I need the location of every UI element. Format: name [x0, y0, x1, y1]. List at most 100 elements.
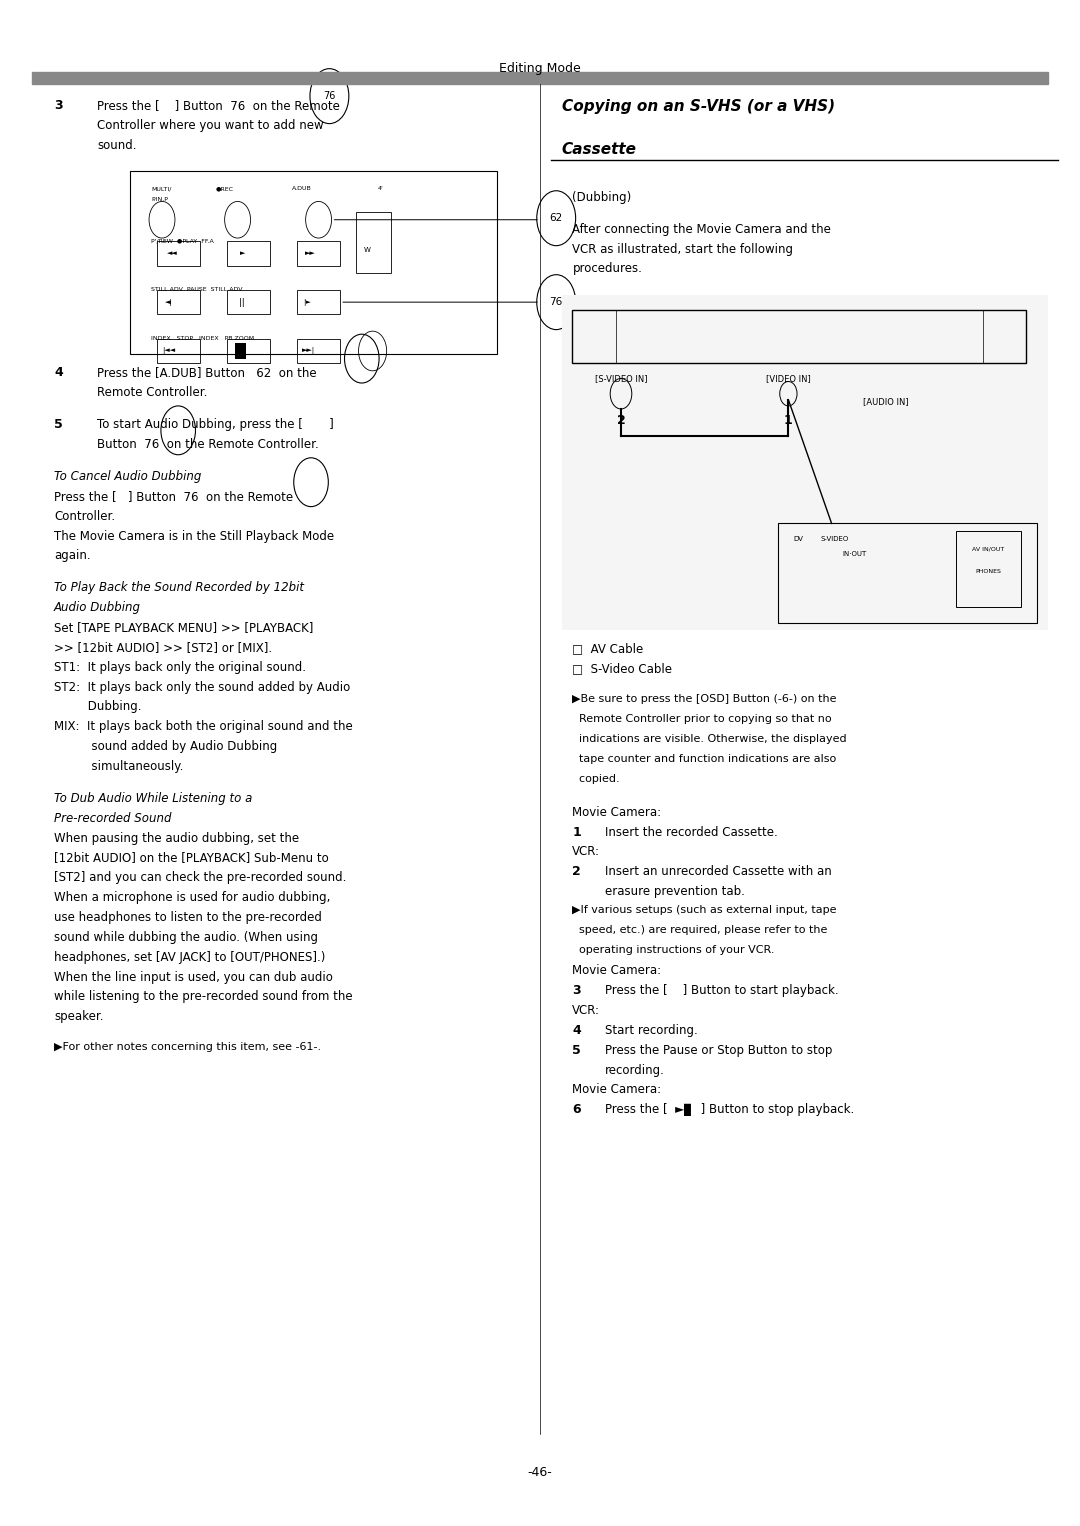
Text: STILL ADV  PAUSE  STILL ADV: STILL ADV PAUSE STILL ADV — [151, 287, 243, 291]
Text: ||: || — [239, 298, 244, 307]
Text: The Movie Camera is in the Still Playback Mode: The Movie Camera is in the Still Playbac… — [54, 530, 334, 543]
Text: Movie Camera:: Movie Camera: — [572, 806, 662, 819]
Text: again.: again. — [54, 549, 91, 563]
Text: speaker.: speaker. — [54, 1010, 104, 1024]
Text: VCR:: VCR: — [572, 1004, 600, 1018]
Text: Cassette: Cassette — [562, 142, 636, 157]
Text: MIX:  It plays back both the original sound and the: MIX: It plays back both the original sou… — [54, 720, 353, 734]
Text: INDEX   STOP   INDEX   PB ZOOM: INDEX STOP INDEX PB ZOOM — [151, 336, 254, 340]
Text: operating instructions of your VCR.: operating instructions of your VCR. — [572, 945, 775, 955]
Bar — [157, 241, 200, 266]
Text: VCR as illustrated, start the following: VCR as illustrated, start the following — [572, 243, 794, 256]
Text: ◄|: ◄| — [165, 299, 173, 305]
Bar — [956, 531, 1021, 607]
Text: Button  76  on the Remote Controller.: Button 76 on the Remote Controller. — [97, 438, 319, 452]
Text: 5: 5 — [54, 418, 63, 432]
Text: ►►: ►► — [305, 250, 315, 256]
Text: To Dub Audio While Listening to a: To Dub Audio While Listening to a — [54, 792, 253, 806]
Text: 5: 5 — [572, 1044, 581, 1058]
Text: erasure prevention tab.: erasure prevention tab. — [605, 885, 745, 899]
Bar — [235, 343, 246, 359]
Text: Dubbing.: Dubbing. — [54, 700, 141, 714]
Text: 76: 76 — [323, 92, 336, 101]
Text: copied.: copied. — [572, 774, 620, 784]
Text: 2: 2 — [617, 414, 625, 427]
Text: Copying on an S-VHS (or a VHS): Copying on an S-VHS (or a VHS) — [562, 99, 835, 114]
Text: sound added by Audio Dubbing: sound added by Audio Dubbing — [54, 740, 278, 754]
Bar — [157, 290, 200, 314]
Bar — [297, 339, 340, 363]
Text: Movie Camera:: Movie Camera: — [572, 964, 662, 978]
Text: ●REC: ●REC — [216, 186, 234, 191]
Bar — [32, 72, 1048, 84]
Text: When pausing the audio dubbing, set the: When pausing the audio dubbing, set the — [54, 832, 299, 845]
Text: Press the [    ] Button to start playback.: Press the [ ] Button to start playback. — [605, 984, 838, 998]
Text: ▶Be sure to press the [OSD] Button (-6-) on the: ▶Be sure to press the [OSD] Button (-6-)… — [572, 694, 837, 705]
Bar — [778, 523, 1037, 623]
Text: Controller where you want to add new: Controller where you want to add new — [97, 119, 324, 133]
Text: Press the Pause or Stop Button to stop: Press the Pause or Stop Button to stop — [605, 1044, 833, 1058]
Text: |►: |► — [303, 299, 311, 305]
Text: headphones, set [AV JACK] to [OUT/PHONES].): headphones, set [AV JACK] to [OUT/PHONES… — [54, 951, 325, 964]
Text: □  AV Cable: □ AV Cable — [572, 642, 644, 656]
Text: -46-: -46- — [528, 1466, 552, 1479]
Text: Set [TAPE PLAYBACK MENU] >> [PLAYBACK]: Set [TAPE PLAYBACK MENU] >> [PLAYBACK] — [54, 621, 313, 635]
Text: [S-VIDEO IN]: [S-VIDEO IN] — [595, 374, 647, 383]
Text: [AUDIO IN]: [AUDIO IN] — [863, 397, 908, 406]
Text: 62: 62 — [550, 214, 563, 223]
Text: Remote Controller prior to copying so that no: Remote Controller prior to copying so th… — [572, 714, 832, 725]
Text: recording.: recording. — [605, 1064, 664, 1077]
Text: [VIDEO IN]: [VIDEO IN] — [766, 374, 811, 383]
Text: |◄◄: |◄◄ — [162, 348, 175, 354]
Text: 1: 1 — [572, 826, 581, 839]
Text: ▶If various setups (such as external input, tape: ▶If various setups (such as external inp… — [572, 905, 837, 916]
Bar — [297, 290, 340, 314]
Text: Pre-recorded Sound: Pre-recorded Sound — [54, 812, 172, 826]
Text: ▶For other notes concerning this item, see -61-.: ▶For other notes concerning this item, s… — [54, 1042, 321, 1053]
Text: ►: ► — [240, 250, 245, 256]
Text: PHONES: PHONES — [975, 569, 1001, 574]
Text: 1: 1 — [784, 414, 793, 427]
Text: 3: 3 — [572, 984, 581, 998]
Text: procedures.: procedures. — [572, 262, 643, 276]
Text: Insert the recorded Cassette.: Insert the recorded Cassette. — [605, 826, 778, 839]
Text: W: W — [364, 247, 370, 253]
Text: When the line input is used, you can dub audio: When the line input is used, you can dub… — [54, 971, 333, 984]
Text: ◄◄: ◄◄ — [167, 250, 178, 256]
Text: ►►|: ►►| — [302, 348, 315, 354]
Text: Press the [  ►▊  ] Button to stop playback.: Press the [ ►▊ ] Button to stop playback… — [605, 1103, 854, 1117]
Text: tape counter and function indications are also: tape counter and function indications ar… — [572, 754, 837, 765]
Text: When a microphone is used for audio dubbing,: When a microphone is used for audio dubb… — [54, 891, 330, 905]
Text: 4: 4 — [572, 1024, 581, 1038]
Bar — [356, 212, 391, 273]
Text: use headphones to listen to the pre-recorded: use headphones to listen to the pre-reco… — [54, 911, 322, 925]
Text: 4': 4' — [378, 186, 383, 191]
Text: sound.: sound. — [97, 139, 137, 153]
Text: Start recording.: Start recording. — [605, 1024, 698, 1038]
Text: Insert an unrecorded Cassette with an: Insert an unrecorded Cassette with an — [605, 865, 832, 879]
Text: ST2:  It plays back only the sound added by Audio: ST2: It plays back only the sound added … — [54, 681, 350, 694]
Text: To start Audio Dubbing, press the [       ]: To start Audio Dubbing, press the [ ] — [97, 418, 334, 432]
Text: AV IN/OUT: AV IN/OUT — [972, 546, 1004, 551]
Bar — [297, 241, 340, 266]
Bar — [227, 241, 270, 266]
Text: S-VIDEO: S-VIDEO — [821, 536, 849, 542]
Text: while listening to the pre-recorded sound from the: while listening to the pre-recorded soun… — [54, 990, 353, 1004]
Bar — [130, 171, 497, 354]
Bar — [157, 339, 200, 363]
Text: >> [12bit AUDIO] >> [ST2] or [MIX].: >> [12bit AUDIO] >> [ST2] or [MIX]. — [54, 641, 272, 655]
Text: indications are visible. Otherwise, the displayed: indications are visible. Otherwise, the … — [572, 734, 847, 745]
Text: Press the [   ] Button  76  on the Remote: Press the [ ] Button 76 on the Remote — [54, 490, 293, 504]
Text: To Play Back the Sound Recorded by 12bit: To Play Back the Sound Recorded by 12bit — [54, 581, 303, 595]
Text: P'/REW  ●PLAY  FF.A: P'/REW ●PLAY FF.A — [151, 238, 214, 243]
Bar — [572, 310, 1026, 363]
Text: ST1:  It plays back only the original sound.: ST1: It plays back only the original sou… — [54, 661, 306, 674]
Text: □  S-Video Cable: □ S-Video Cable — [572, 662, 673, 676]
Text: After connecting the Movie Camera and the: After connecting the Movie Camera and th… — [572, 223, 832, 237]
Bar — [227, 290, 270, 314]
Text: (Dubbing): (Dubbing) — [572, 191, 632, 204]
Text: DV: DV — [794, 536, 804, 542]
Text: A.DUB: A.DUB — [292, 186, 311, 191]
Text: MULTI/: MULTI/ — [151, 186, 172, 191]
Text: Audio Dubbing: Audio Dubbing — [54, 601, 141, 615]
